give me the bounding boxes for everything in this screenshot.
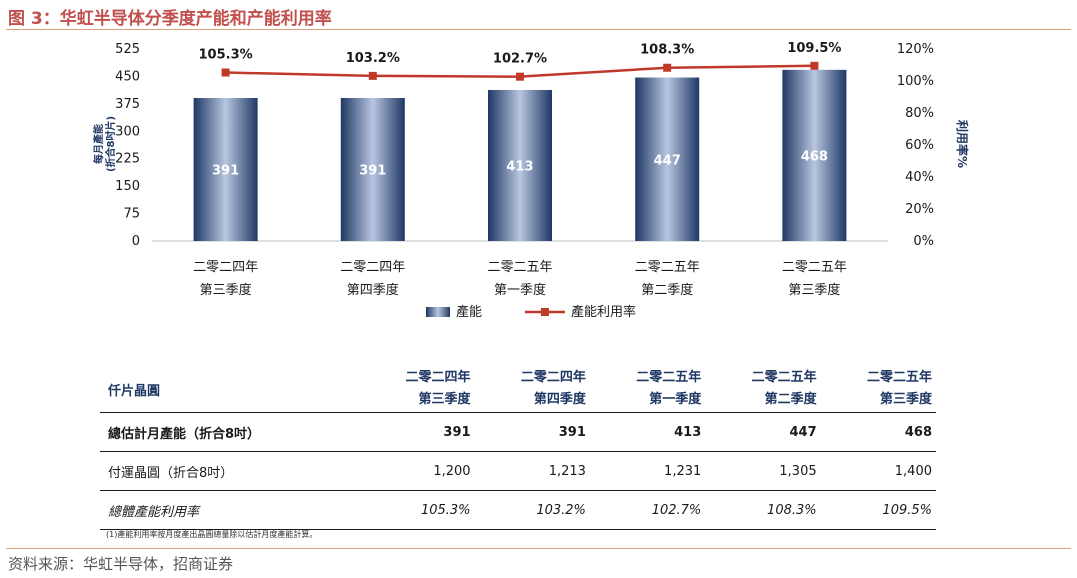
source-rule [6, 548, 1071, 549]
y-tick-label: 450 [115, 69, 140, 84]
bar-value-label: 391 [212, 164, 239, 179]
x-tick-label: 二零二四年 [193, 260, 258, 275]
bar-value-label: 413 [506, 159, 533, 174]
utilization-point [368, 71, 377, 80]
table-cell: 1,213 [474, 451, 590, 491]
y2-tick-label: 100% [897, 74, 934, 89]
table-cell: 1,305 [705, 451, 821, 491]
x-tick-label: 第三季度 [788, 282, 840, 298]
table-col-header: 二零二四年 第三季度 [405, 370, 471, 407]
x-tick-label: 第四季度 [347, 282, 399, 298]
table-cell: 391 [359, 412, 475, 452]
utilization-point [221, 68, 230, 77]
bar [193, 98, 258, 242]
y-tick-label: 225 [115, 152, 140, 167]
table-col-header: 二零二五年 第一季度 [636, 370, 702, 407]
x-tick-label: 二零二五年 [635, 260, 700, 275]
x-tick-label: 二零二五年 [782, 260, 847, 275]
legend-line-marker [541, 308, 549, 316]
row-label: 總估計月產能（折合8吋） [100, 412, 360, 452]
table-cell: 105.3% [359, 490, 475, 530]
utilization-point [663, 63, 672, 72]
table-cell: 1,400 [820, 451, 936, 491]
table-corner-cell: 仟片晶圓 [108, 383, 161, 399]
y-tick-label: 525 [115, 42, 140, 57]
table-col-header: 二零二五年 第二季度 [751, 370, 817, 407]
table-col-header: 二零二五年 第三季度 [866, 370, 932, 407]
legend-bar-swatch [426, 307, 450, 317]
utilization-value-label: 103.2% [346, 51, 400, 66]
row-label: 總體產能利用率 [100, 490, 360, 530]
y-axis-label: 每月產能(折合8吋片) [92, 116, 117, 172]
x-tick-label: 第三季度 [200, 282, 252, 298]
x-tick-label: 第一季度 [494, 282, 546, 298]
y-axis-label-line: (折合8吋片) [104, 116, 117, 172]
table-row: 總體產能利用率 105.3% 103.2% 102.7% 108.3% 109.… [100, 490, 936, 530]
source-note: 资料来源：华虹半导体，招商证券 [8, 555, 234, 573]
table-col-header: 二零二四年 第四季度 [520, 370, 586, 407]
table-cell: 1,200 [359, 451, 475, 491]
table-row: 付運晶圓（折合8吋） 1,200 1,213 1,231 1,305 1,400 [100, 451, 936, 491]
y-tick-label: 375 [115, 97, 140, 112]
legend-line-label: 產能利用率 [571, 304, 636, 320]
table-row: 總估計月產能（折合8吋） 391 391 413 447 468 [100, 412, 936, 452]
table-header-row: 仟片晶圓 二零二四年 第三季度 二零二四年 第四季度 二零二五年 第一季度 二零二五年… [100, 366, 936, 413]
utilization-value-label: 105.3% [199, 48, 253, 63]
x-tick-label: 二零二五年 [487, 260, 552, 275]
x-tick-label: 二零二四年 [340, 260, 405, 275]
y2-tick-label: 60% [905, 138, 934, 153]
bar-value-label: 447 [654, 153, 681, 168]
table-cell: 447 [705, 412, 821, 452]
y2-axis-label: 利用率% [955, 120, 970, 168]
table-cell: 391 [474, 412, 590, 452]
bar [635, 77, 700, 241]
title-rule [6, 29, 1071, 30]
footnote: (1)產能利用率按月度產出晶圓總量除以估計月度產能計算。 [106, 530, 318, 539]
capacity-table: 仟片晶圓 二零二四年 第三季度 二零二四年 第四季度 二零二五年 第一季度 二零二五年… [100, 366, 936, 530]
y2-tick-label: 80% [905, 106, 934, 121]
bar-value-label: 391 [359, 164, 386, 179]
legend-bar-label: 產能 [456, 304, 482, 320]
y-tick-label: 300 [115, 124, 140, 139]
utilization-point [810, 61, 819, 70]
table-cell: 468 [820, 412, 936, 452]
y-tick-label: 150 [115, 179, 140, 194]
table-cell: 102.7% [589, 490, 706, 530]
figure-title: 图 3：华虹半导体分季度产能和产能利用率 [8, 9, 332, 29]
table-cell: 413 [589, 412, 706, 452]
y2-tick-label: 20% [905, 202, 934, 217]
bar-value-label: 468 [801, 149, 828, 164]
capacity-chart: 0 75 150 225 300 375 450 525 0% 20% 40% 60% 80% 100% 1… [92, 41, 970, 320]
table-cell: 108.3% [705, 490, 821, 530]
utilization-value-label: 109.5% [787, 41, 841, 56]
y2-tick-label: 120% [897, 42, 934, 57]
y2-tick-label: 0% [913, 234, 934, 249]
table-cell: 103.2% [474, 490, 590, 530]
bar [488, 89, 552, 242]
bar [782, 69, 847, 241]
row-label: 付運晶圓（折合8吋） [100, 451, 360, 491]
y-tick-label: 0 [132, 234, 140, 249]
utilization-value-label: 102.7% [493, 52, 547, 67]
table-cell: 109.5% [820, 490, 936, 530]
y2-tick-label: 40% [905, 170, 934, 185]
utilization-point [516, 72, 524, 81]
table-cell: 1,231 [589, 451, 706, 491]
utilization-value-label: 108.3% [640, 43, 694, 58]
bar [340, 98, 405, 242]
y-axis-label-line: 每月產能 [92, 124, 105, 164]
x-tick-label: 第二季度 [641, 282, 693, 298]
y-tick-label: 75 [123, 207, 140, 222]
